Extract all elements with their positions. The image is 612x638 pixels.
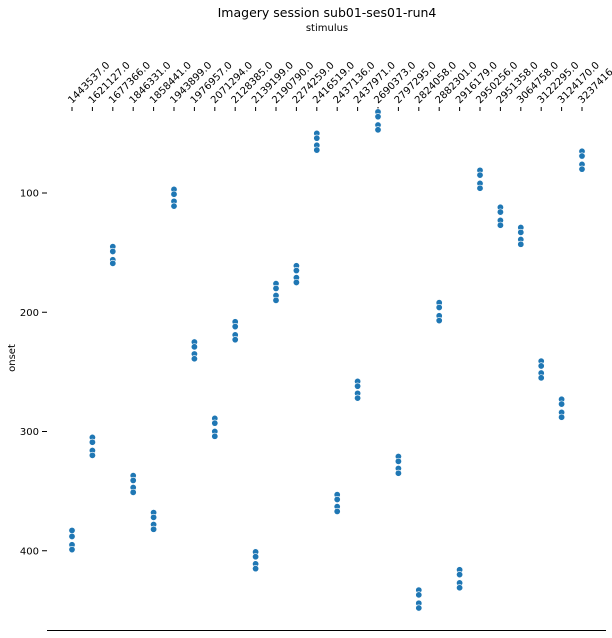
data-point	[129, 488, 137, 496]
data-point	[68, 526, 76, 534]
data-point	[496, 221, 504, 229]
data-point	[517, 240, 525, 248]
y-tick-label: 100	[20, 189, 39, 200]
data-point	[211, 432, 219, 440]
data-point	[88, 451, 96, 459]
data-point	[415, 604, 423, 612]
data-point	[415, 591, 423, 599]
data-point	[231, 336, 239, 344]
data-point	[272, 296, 280, 304]
chart-title: Imagery session sub01-ses01-run4	[218, 5, 437, 20]
data-point	[496, 208, 504, 216]
x-axis: 1443537.01621127.01677366.01846331.01858…	[66, 60, 612, 111]
y-tick-label: 400	[20, 546, 39, 557]
data-point	[292, 267, 300, 275]
data-point	[231, 323, 239, 331]
data-point	[68, 546, 76, 554]
y-axis-label: onset	[7, 344, 18, 372]
data-point	[578, 152, 586, 160]
data-point	[211, 419, 219, 427]
data-point	[190, 355, 198, 363]
data-point	[292, 278, 300, 286]
data-point	[313, 146, 321, 154]
data-point	[435, 317, 443, 325]
data-point	[190, 343, 198, 351]
data-point	[394, 469, 402, 477]
x-axis-label: stimulus	[306, 23, 348, 34]
data-point	[578, 165, 586, 173]
data-point	[558, 400, 566, 408]
data-point	[313, 134, 321, 142]
data-point	[394, 457, 402, 465]
data-point	[374, 126, 382, 134]
data-point	[129, 476, 137, 484]
data-point	[333, 495, 341, 503]
data-point	[272, 284, 280, 292]
data-point	[435, 303, 443, 311]
data-point	[252, 565, 260, 573]
data-point	[476, 171, 484, 179]
data-point	[456, 571, 464, 579]
data-points	[68, 108, 586, 612]
data-point	[170, 202, 178, 210]
data-point	[88, 438, 96, 446]
data-point	[252, 553, 260, 561]
data-point	[517, 228, 525, 236]
data-point	[456, 584, 464, 592]
data-point	[476, 184, 484, 192]
data-point	[170, 190, 178, 198]
y-axis: 100 200 300 400	[20, 189, 47, 557]
data-point	[68, 532, 76, 540]
data-point	[109, 247, 117, 255]
data-point	[537, 374, 545, 382]
data-point	[558, 413, 566, 421]
data-point	[150, 513, 158, 521]
data-point	[374, 113, 382, 121]
data-point	[150, 525, 158, 533]
y-tick-label: 300	[20, 427, 39, 438]
data-point	[354, 394, 362, 402]
data-point	[354, 382, 362, 390]
data-point	[537, 362, 545, 370]
data-point	[109, 259, 117, 267]
y-tick-label: 200	[20, 308, 39, 319]
data-point	[333, 507, 341, 515]
